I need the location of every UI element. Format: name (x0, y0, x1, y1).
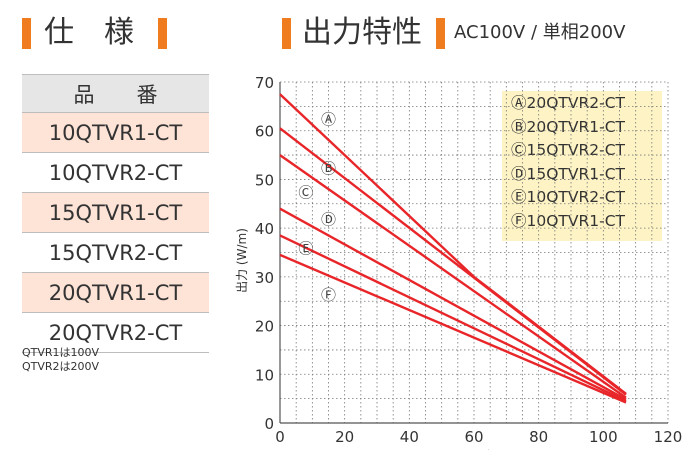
table-header: 品 番 (22, 74, 209, 113)
spec-heading: 仕 様 (44, 15, 134, 50)
y-tick-label: 60 (255, 123, 274, 141)
series-marker-label: Ⓐ (321, 111, 336, 129)
table-row: 10QTVR2-CT (22, 152, 209, 193)
voltage-note-2: QTVR2は200V (22, 360, 100, 373)
output-subheading: AC100V / 単相200V (454, 22, 626, 43)
model-name-cell: 15QTVR2-CT (22, 232, 209, 273)
voltage-note-1: QTVR1は100V (22, 346, 100, 359)
y-tick-label: 40 (255, 220, 274, 238)
x-tick-label: 40 (400, 428, 419, 446)
table-row: 15QTVR2-CT (22, 232, 209, 273)
series-line (279, 207, 627, 401)
y-tick-label: 50 (255, 171, 274, 189)
spec-heading-bar-right (158, 18, 167, 49)
y-tick-label: 10 (255, 366, 274, 384)
series-line (279, 253, 627, 404)
legend-item: Ⓒ15QTVR2-CT (511, 141, 626, 160)
x-tick-label: 60 (464, 428, 483, 446)
x-tick-label: 80 (529, 428, 548, 446)
legend-item: Ⓕ10QTVR1-CT (511, 212, 626, 230)
output-heading: 出力特性 (302, 15, 422, 50)
series-line (279, 234, 627, 403)
series-marker-label: Ⓑ (321, 159, 336, 177)
series-marker-label: Ⓓ (321, 210, 336, 228)
y-axis-label: 出力 (W/m) (235, 228, 249, 293)
x-tick-label: 120 (654, 428, 683, 446)
table-row: 20QTVR1-CT (22, 272, 209, 313)
model-name-cell: 10QTVR1-CT (22, 112, 209, 153)
output-heading-bar-left (282, 18, 291, 49)
y-tick-label: 20 (255, 318, 274, 336)
model-name-cell: 20QTVR1-CT (22, 272, 209, 313)
table-row: 20QTVR2-CT (22, 312, 209, 353)
x-tick-label: 100 (589, 428, 618, 446)
table-row: 15QTVR1-CT (22, 192, 209, 233)
table-row: 10QTVR1-CT (22, 112, 209, 153)
model-name-cell: 20QTVR2-CT (22, 312, 209, 353)
y-tick-label: 70 (255, 74, 274, 92)
y-tick-label: 30 (255, 269, 274, 287)
series-line (279, 93, 627, 395)
x-tick-label: 20 (335, 428, 354, 446)
model-name-cell: 10QTVR2-CT (22, 152, 209, 193)
output-heading-bar-right (436, 18, 445, 49)
spec-table: 品 番 10QTVR1-CT 10QTVR2-CT 15QTVR1-CT 15QTVR2… (22, 74, 209, 353)
legend-item: Ⓓ15QTVR1-CT (511, 164, 626, 183)
series-marker-label: Ⓔ (298, 240, 313, 258)
series-line (279, 127, 627, 396)
legend-item: Ⓔ10QTVR2-CT (511, 188, 626, 207)
y-tick-label: 0 (264, 415, 274, 433)
x-tick-label: 0 (275, 428, 285, 446)
series-marker-label: Ⓕ (321, 286, 336, 304)
model-name-cell: 15QTVR1-CT (22, 192, 209, 233)
x-axis-label: ガス温度 (°C) (446, 448, 522, 450)
series-line (279, 154, 627, 399)
spec-heading-bar-left (22, 18, 31, 49)
series-marker-label: Ⓒ (298, 184, 313, 202)
